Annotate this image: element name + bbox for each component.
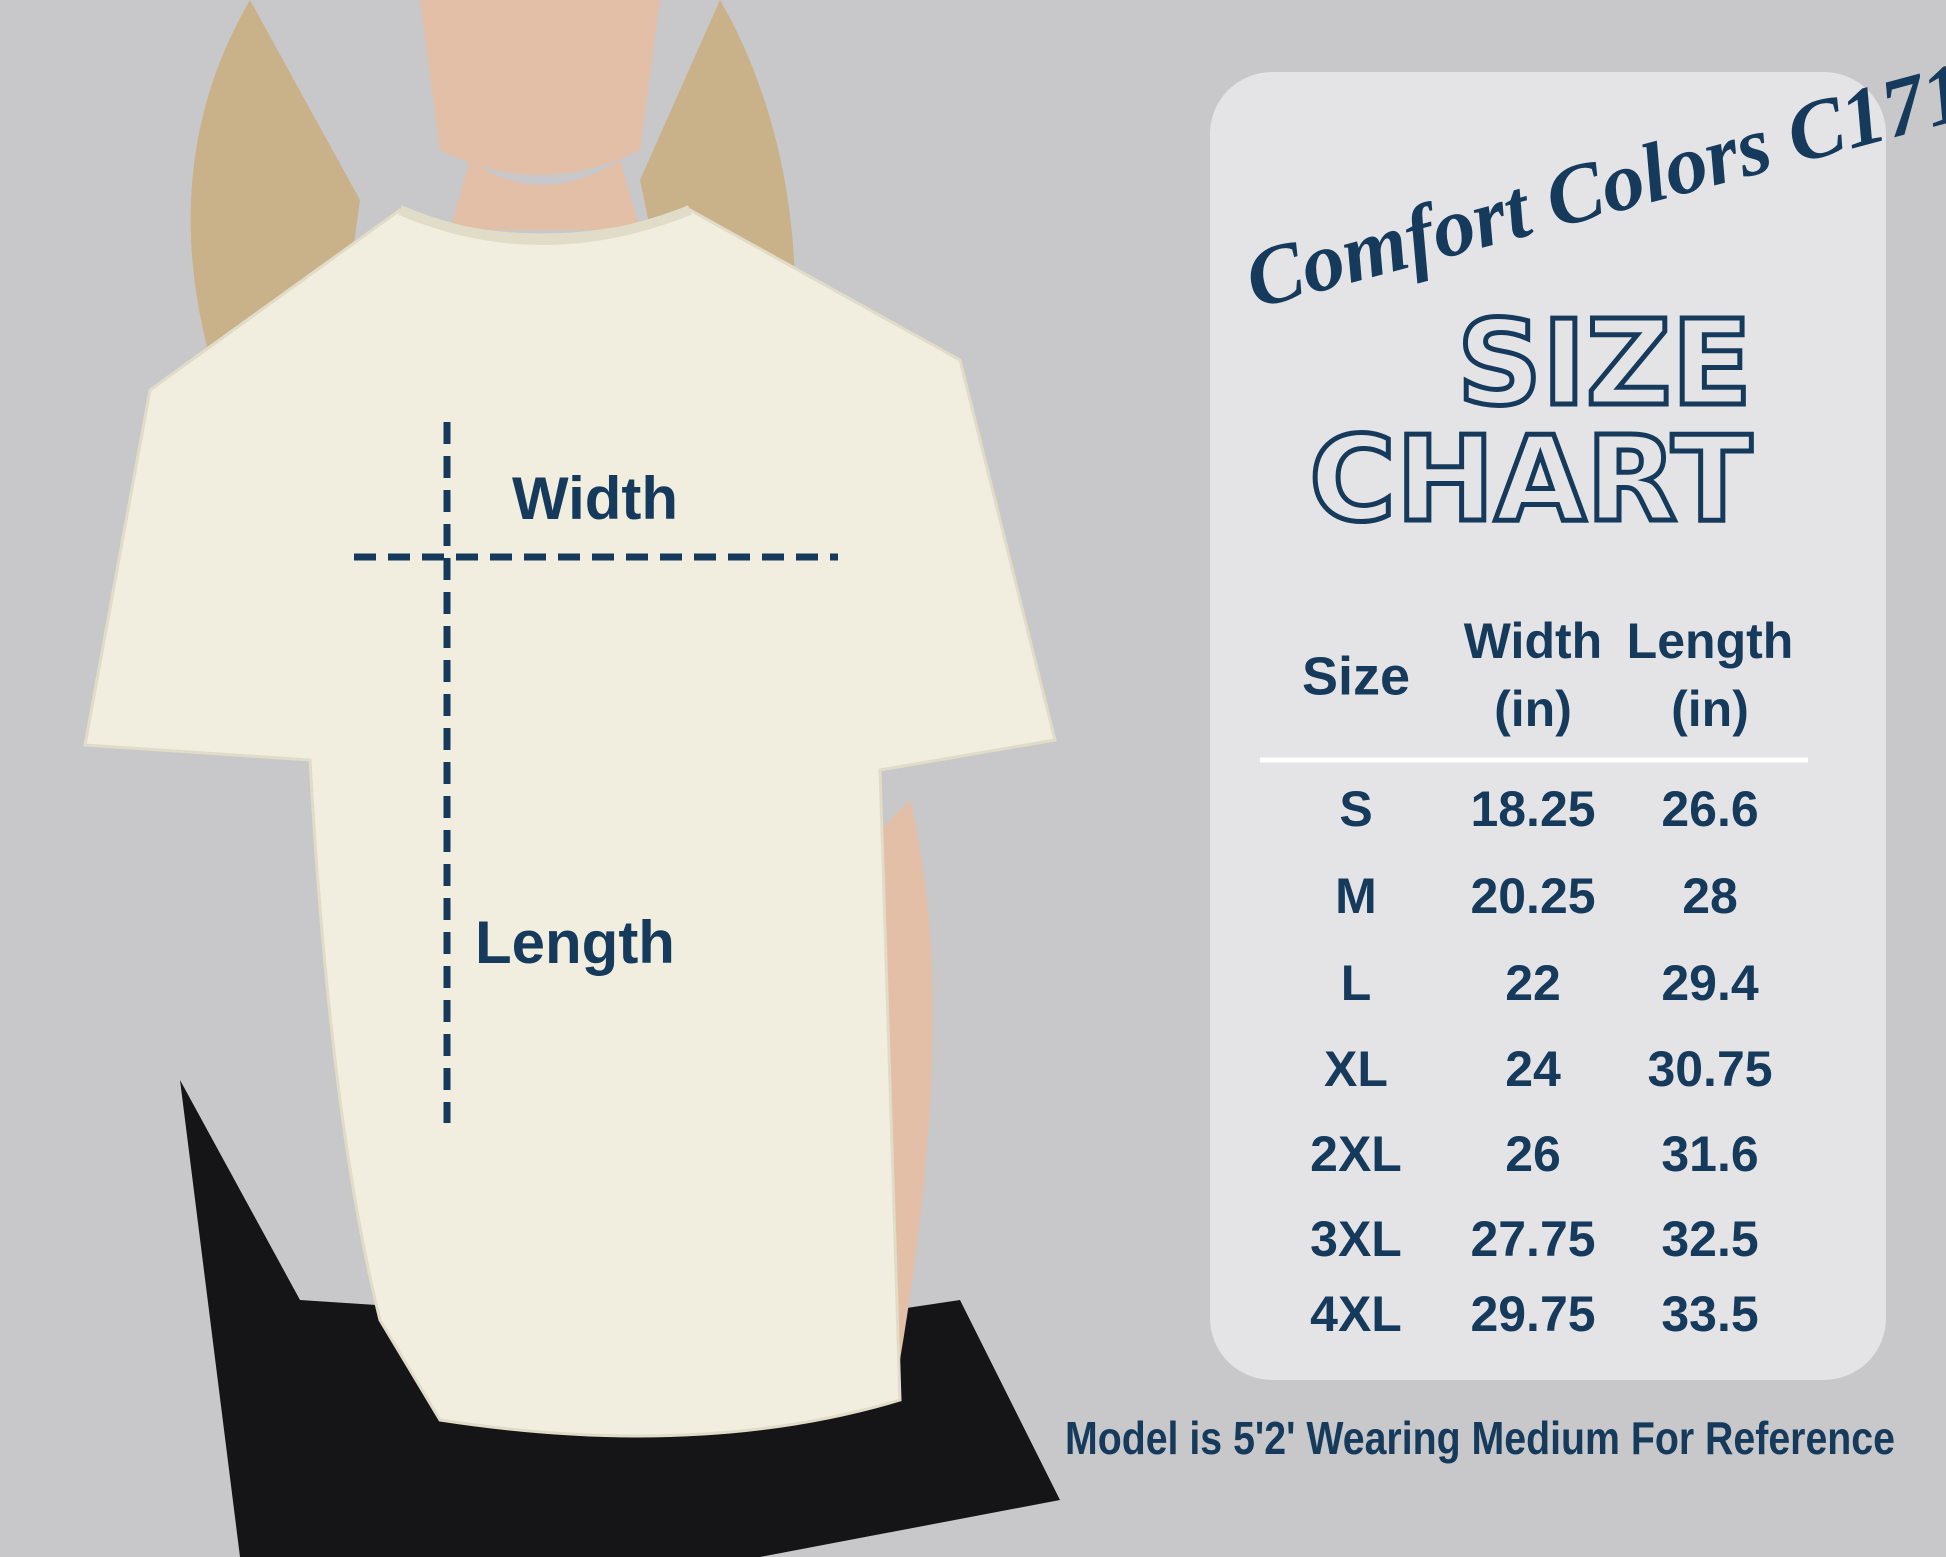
size-table: Size Width (in) Length (in) S 18.25 26.6 M 20.25 2… xyxy=(1302,613,1793,1342)
table-cell: 29.4 xyxy=(1661,955,1759,1011)
table-cell: 18.25 xyxy=(1470,781,1595,837)
title-line: CHART xyxy=(1309,410,1752,548)
table-cell: 2XL xyxy=(1310,1126,1402,1182)
table-cell: 29.75 xyxy=(1470,1286,1595,1342)
table-cell: 20.25 xyxy=(1470,868,1595,924)
length-label: Length xyxy=(475,909,675,976)
table-cell: 24 xyxy=(1505,1041,1561,1097)
table-cell: L xyxy=(1341,955,1372,1011)
title-line: SIZE xyxy=(1457,294,1752,432)
model-photo xyxy=(83,0,1060,1557)
table-cell: 28 xyxy=(1682,868,1738,924)
column-header: (in) xyxy=(1671,681,1749,737)
column-header: (in) xyxy=(1494,681,1572,737)
table-cell: 26 xyxy=(1505,1126,1561,1182)
column-header: Size xyxy=(1302,646,1410,706)
table-cell: XL xyxy=(1324,1041,1388,1097)
chart-panel xyxy=(1210,72,1886,1380)
table-cell: S xyxy=(1339,781,1372,837)
table-cell: 30.75 xyxy=(1647,1041,1772,1097)
footnote: Model is 5'2' Wearing Medium For Referen… xyxy=(1065,1412,1895,1464)
column-header: Width xyxy=(1464,613,1602,669)
width-label: Width xyxy=(512,465,678,532)
table-cell: 4XL xyxy=(1310,1286,1402,1342)
table-cell: M xyxy=(1335,868,1377,924)
column-header: Length xyxy=(1627,613,1794,669)
table-cell: 33.5 xyxy=(1661,1286,1758,1342)
table-cell: 26.6 xyxy=(1661,781,1758,837)
table-cell: 27.75 xyxy=(1470,1211,1595,1267)
table-cell: 22 xyxy=(1505,955,1561,1011)
table-cell: 3XL xyxy=(1310,1211,1402,1267)
table-cell: 31.6 xyxy=(1661,1126,1758,1182)
table-cell: 32.5 xyxy=(1661,1211,1758,1267)
